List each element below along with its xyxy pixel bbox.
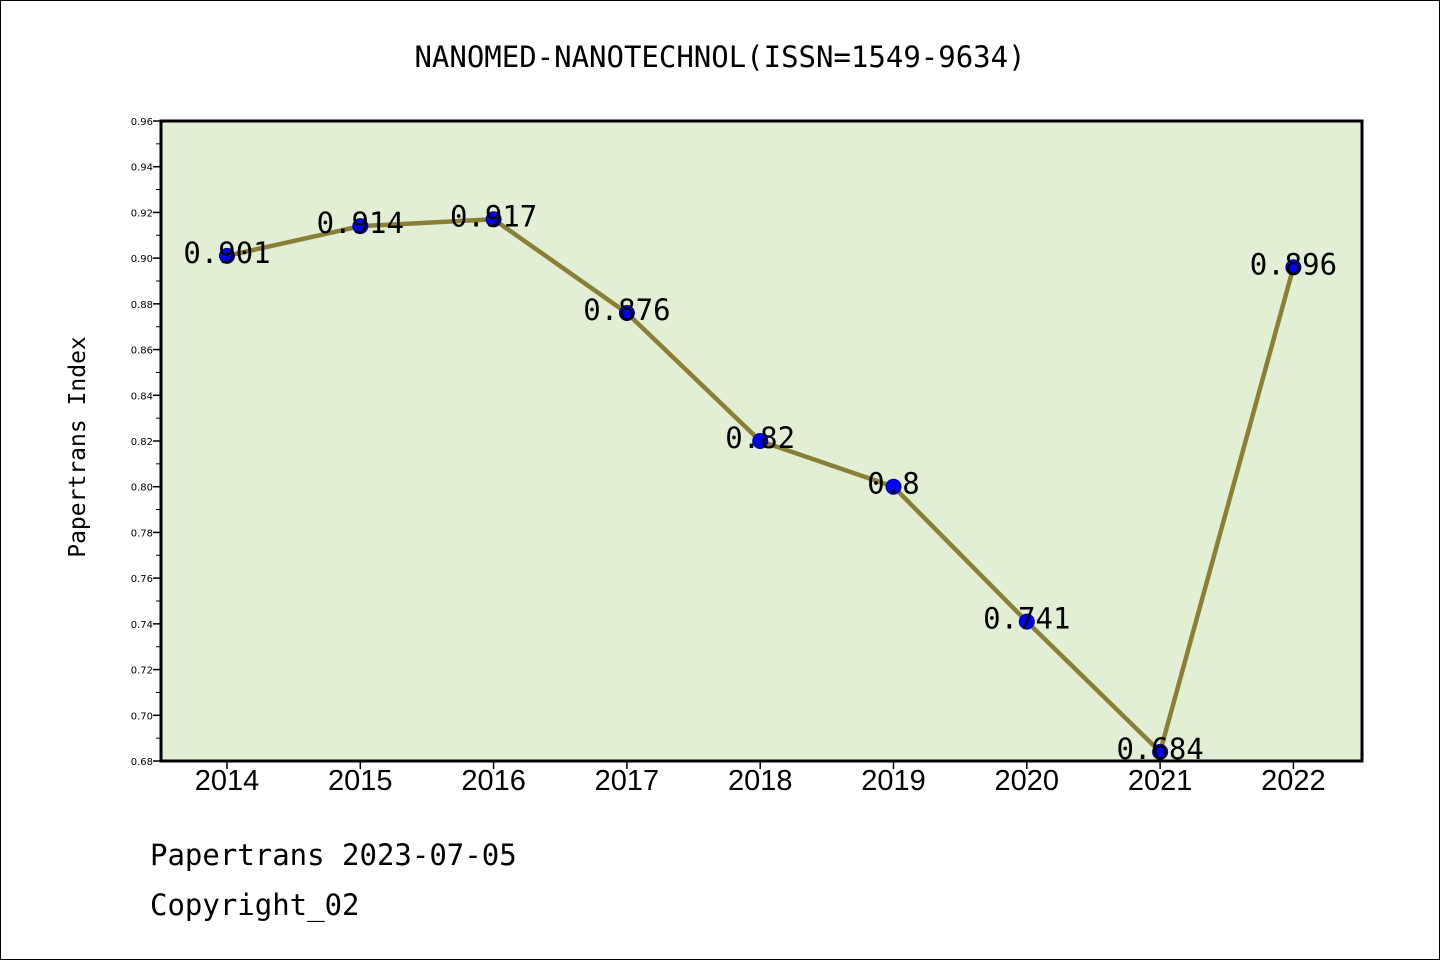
y-axis: 0.68 0.70 0.72 0.74 0.76 0.78 0.80 0.82 0.84 0.86… bbox=[131, 117, 161, 768]
y-tick-label: 0.84 bbox=[131, 391, 153, 402]
data-label-2020: 0.741 bbox=[983, 602, 1070, 636]
y-tick-label: 0.90 bbox=[131, 254, 153, 265]
y-tick-label: 0.80 bbox=[131, 483, 153, 494]
y-axis-label: Papertrans Index bbox=[65, 336, 91, 558]
data-point-2021 bbox=[1152, 743, 1169, 760]
data-label-2019: 0.8 bbox=[867, 467, 919, 501]
y-tick-label: 0.82 bbox=[131, 437, 153, 448]
x-tick-label: 2016 bbox=[461, 765, 526, 797]
data-label-2014: 0.901 bbox=[183, 236, 270, 270]
data-point-2017 bbox=[618, 305, 635, 321]
x-axis: 2014 2015 2016 2017 2018 2019 2020 2021 2022 bbox=[195, 761, 1326, 797]
x-tick-label: 2015 bbox=[328, 765, 393, 797]
data-point-2014 bbox=[219, 247, 235, 264]
data-label-2016: 0.917 bbox=[450, 199, 537, 233]
data-label-2017: 0.876 bbox=[583, 293, 670, 327]
y-tick-label: 0.96 bbox=[131, 117, 153, 128]
x-tick-label: 2019 bbox=[861, 765, 926, 797]
data-point-2020 bbox=[1018, 613, 1035, 630]
y-tick-label: 0.74 bbox=[131, 620, 153, 631]
data-label-2015: 0.914 bbox=[317, 206, 404, 240]
data-point-2018 bbox=[752, 433, 769, 449]
data-label-2018: 0.82 bbox=[725, 421, 795, 455]
x-tick-label: 2020 bbox=[995, 765, 1060, 797]
plot-border bbox=[159, 119, 1364, 763]
y-tick-label: 0.86 bbox=[131, 346, 153, 357]
x-tick-label: 2017 bbox=[595, 765, 660, 797]
x-tick-label: 2021 bbox=[1128, 765, 1193, 797]
y-tick-label: 0.94 bbox=[131, 163, 153, 174]
footer-copyright: Copyright_02 bbox=[150, 888, 360, 923]
y-tick-label: 0.70 bbox=[131, 711, 153, 722]
chart-title: NANOMED-NANOTECHNOL(ISSN=1549-9634) bbox=[414, 40, 1025, 74]
markers-group bbox=[219, 211, 1302, 760]
x-tick-label: 2022 bbox=[1261, 765, 1326, 797]
y-tick-label: 0.88 bbox=[131, 300, 153, 311]
data-point-2015 bbox=[352, 218, 369, 235]
y-tick-label: 0.78 bbox=[131, 528, 153, 539]
y-tick-label: 0.72 bbox=[131, 666, 153, 677]
y-tick-label: 0.92 bbox=[131, 208, 153, 219]
data-point-2022 bbox=[1285, 259, 1302, 276]
data-label-2022: 0.896 bbox=[1250, 247, 1337, 281]
y-tick-label: 0.68 bbox=[131, 757, 153, 768]
data-point-2019 bbox=[885, 478, 902, 495]
x-tick-label: 2018 bbox=[728, 765, 793, 797]
x-tick-label: 2014 bbox=[195, 765, 260, 797]
footer-date: Papertrans 2023-07-05 bbox=[150, 838, 517, 872]
y-tick-label: 0.76 bbox=[131, 574, 153, 585]
data-point-2016 bbox=[485, 211, 502, 228]
